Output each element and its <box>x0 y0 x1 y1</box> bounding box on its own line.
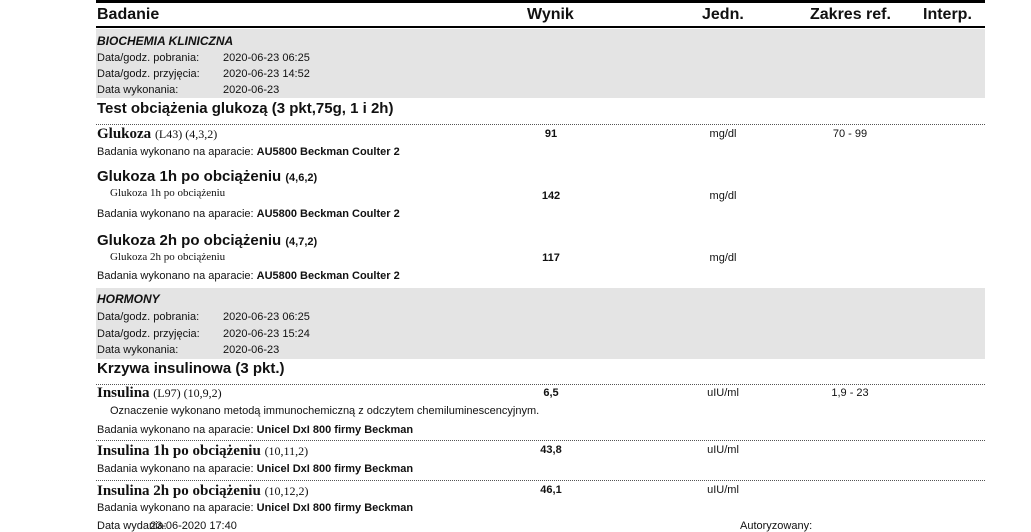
test-name: Insulina 1h po obciążeniu (10,11,2) <box>97 443 309 459</box>
col-header-ref: Zakres ref. <box>810 6 891 23</box>
device-line: Badania wykonano na aparacie: AU5800 Bec… <box>97 208 400 220</box>
divider <box>96 440 985 441</box>
test-group-title: Test obciążenia glukozą (3 pkt,75g, 1 i … <box>97 100 394 117</box>
performed-value: 2020-06-23 <box>223 84 280 96</box>
test-result: 142 <box>541 190 561 202</box>
divider <box>96 480 985 481</box>
received-value: 2020-06-23 14:52 <box>223 68 310 80</box>
test-ref-range: 1,9 - 23 <box>831 387 869 399</box>
device-line: Badania wykonano na aparacie: Unicel DxI… <box>97 463 414 475</box>
test-ref-range: 70 - 99 <box>832 128 868 140</box>
device-line: Badania wykonano na aparacie: Unicel DxI… <box>97 424 414 436</box>
header-rule <box>96 26 985 28</box>
collected-value: 2020-06-23 06:25 <box>223 52 310 64</box>
test-result: 91 <box>544 128 558 140</box>
device-line: Badania wykonano na aparacie: AU5800 Bec… <box>97 146 400 158</box>
collected-label: Data/godz. pobrania: <box>97 52 200 64</box>
issued-value: 23-06-2020 17:40 <box>150 520 237 532</box>
device-line: Badania wykonano na aparacie: AU5800 Bec… <box>97 270 400 282</box>
test-name: Glukoza 2h po obciążeniu (4,7,2) <box>97 232 318 249</box>
received-value: 2020-06-23 15:24 <box>223 328 310 340</box>
section-title: HORMONY <box>97 292 160 306</box>
divider <box>96 384 985 385</box>
test-group-title: Krzywa insulinowa (3 pkt.) <box>97 360 285 377</box>
test-unit: uIU/ml <box>707 484 739 496</box>
divider <box>96 124 985 125</box>
device-line: Badania wykonano na aparacie: Unicel DxI… <box>97 502 414 514</box>
received-label: Data/godz. przyjęcia: <box>97 328 200 340</box>
test-name: Glukoza 1h po obciążeniu (4,6,2) <box>97 168 318 185</box>
performed-value: 2020-06-23 <box>223 344 280 356</box>
authorized-label: Autoryzowany: <box>740 520 813 532</box>
test-unit: mg/dl <box>709 190 737 202</box>
col-header-interp: Interp. <box>923 6 972 23</box>
col-header-test: Badanie <box>97 6 160 23</box>
test-result: 6,5 <box>543 387 559 399</box>
test-name: Insulina (L97) (10,9,2) <box>97 385 222 401</box>
section-title: BIOCHEMIA KLINICZNA <box>97 34 234 48</box>
test-unit: mg/dl <box>709 128 737 140</box>
test-unit: uIU/ml <box>707 387 739 399</box>
performed-label: Data wykonania: <box>97 84 179 96</box>
test-unit: uIU/ml <box>707 444 739 456</box>
collected-value: 2020-06-23 06:25 <box>223 311 310 323</box>
received-label: Data/godz. przyjęcia: <box>97 68 200 80</box>
test-result: 117 <box>542 252 560 264</box>
col-header-result: Wynik <box>527 6 574 23</box>
test-unit: mg/dl <box>709 252 737 264</box>
test-result: 46,1 <box>540 484 562 496</box>
test-result: 43,8 <box>540 444 562 456</box>
section-header-hormony <box>96 288 985 359</box>
top-rule <box>96 0 985 3</box>
method-note: Oznaczenie wykonano metodą immunochemicz… <box>110 405 540 417</box>
test-subname: Glukoza 2h po obciążeniu <box>110 251 226 263</box>
section-header-biochemia <box>96 29 985 98</box>
col-header-unit: Jedn. <box>702 6 744 23</box>
collected-label: Data/godz. pobrania: <box>97 311 200 323</box>
performed-label: Data wykonania: <box>97 344 179 356</box>
test-name: Glukoza (L43) (4,3,2) <box>97 126 218 142</box>
test-subname: Glukoza 1h po obciążeniu <box>110 187 226 199</box>
test-name: Insulina 2h po obciążeniu (10,12,2) <box>97 483 309 499</box>
